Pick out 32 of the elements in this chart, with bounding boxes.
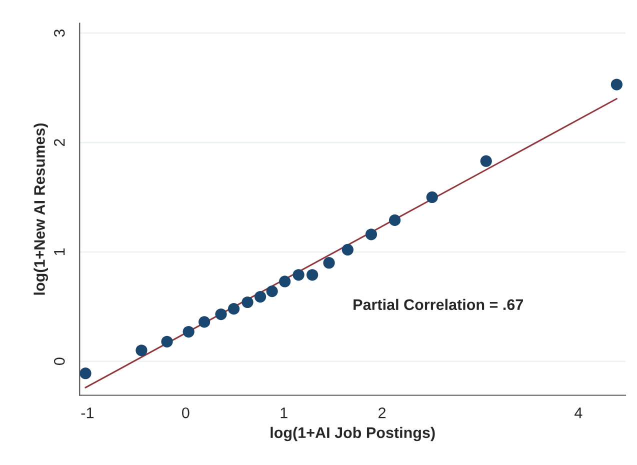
point (279, 276, 291, 288)
y-axis-title: log(1+New AI Resumes) (34, 123, 48, 295)
point (136, 344, 148, 356)
point (198, 316, 210, 328)
y-tick-label: 2 (54, 139, 65, 146)
point (365, 228, 378, 240)
y-tick-label: 0 (54, 358, 65, 365)
point (426, 191, 438, 204)
point (161, 336, 173, 348)
point (610, 78, 623, 90)
x-tick-label: 1 (280, 408, 288, 418)
annotation: Partial Correlation = .67 (354, 298, 523, 310)
point (342, 244, 354, 256)
y-tick-label: 1 (54, 248, 65, 256)
point (388, 214, 401, 226)
x-axis-title: log(1+AI Job Postings) (270, 426, 435, 442)
y-tick-label: 3 (54, 30, 65, 37)
x-tick-label: -1 (81, 408, 94, 418)
point (80, 368, 92, 380)
point (266, 286, 278, 298)
point (215, 308, 227, 320)
point (182, 326, 194, 338)
point (228, 303, 240, 315)
point (306, 269, 318, 281)
point (292, 269, 304, 281)
point (323, 257, 335, 269)
x-tick-label: 4 (574, 408, 582, 418)
point (254, 290, 266, 303)
point (242, 296, 254, 308)
point (480, 155, 492, 167)
x-tick-label: 2 (378, 407, 386, 418)
x-tick-label: 0 (182, 407, 190, 418)
